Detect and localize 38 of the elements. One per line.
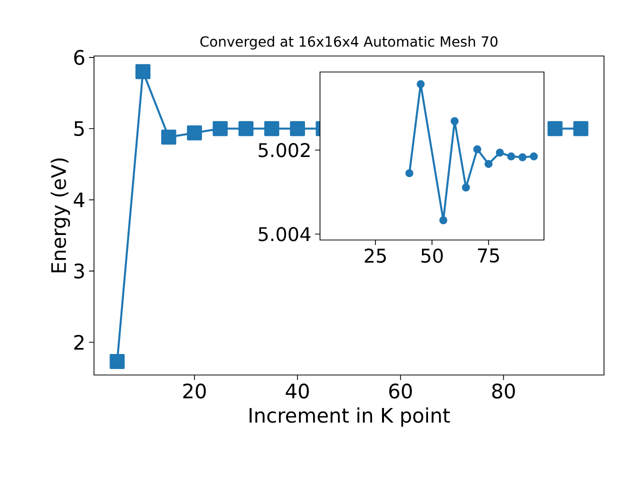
point <box>573 121 588 136</box>
point <box>507 152 516 160</box>
point <box>264 121 280 136</box>
point <box>238 121 254 136</box>
point <box>530 152 538 160</box>
point <box>439 216 448 224</box>
x-tick-label: 20 <box>183 384 206 399</box>
point <box>110 354 125 369</box>
point <box>462 184 470 192</box>
point <box>548 121 563 136</box>
point <box>518 153 526 162</box>
x-tick-label: 25 <box>364 248 386 263</box>
point <box>212 121 228 136</box>
y-tick-label: 4 <box>74 192 84 208</box>
y-tick-label: 5.004 <box>258 226 310 242</box>
y-tick-label: 3 <box>74 264 84 279</box>
point <box>416 80 425 88</box>
point <box>405 169 414 178</box>
point <box>473 145 482 154</box>
x-axis-title: Increment in K point <box>250 407 450 427</box>
point <box>186 125 202 140</box>
x-tick-label: 50 <box>421 248 443 263</box>
point <box>496 148 504 157</box>
y-axis-title: Energy (eV) <box>50 158 70 272</box>
point <box>135 64 150 80</box>
x-tick-label: 40 <box>286 384 309 399</box>
x-tick-label: 60 <box>389 384 412 399</box>
point <box>290 121 305 136</box>
point <box>450 117 459 126</box>
x-tick-label: 80 <box>492 384 515 399</box>
y-tick-label: 5.002 <box>258 142 310 158</box>
y-tick-label: 2 <box>74 334 84 350</box>
y-tick-label: 5 <box>74 121 84 136</box>
y-tick-label: 6 <box>74 50 84 65</box>
point <box>484 160 493 168</box>
x-tick-label: 75 <box>478 248 499 263</box>
chart-title: Converged at 16x16x4 Automatic Mesh 70 <box>200 36 498 50</box>
point <box>161 130 176 145</box>
